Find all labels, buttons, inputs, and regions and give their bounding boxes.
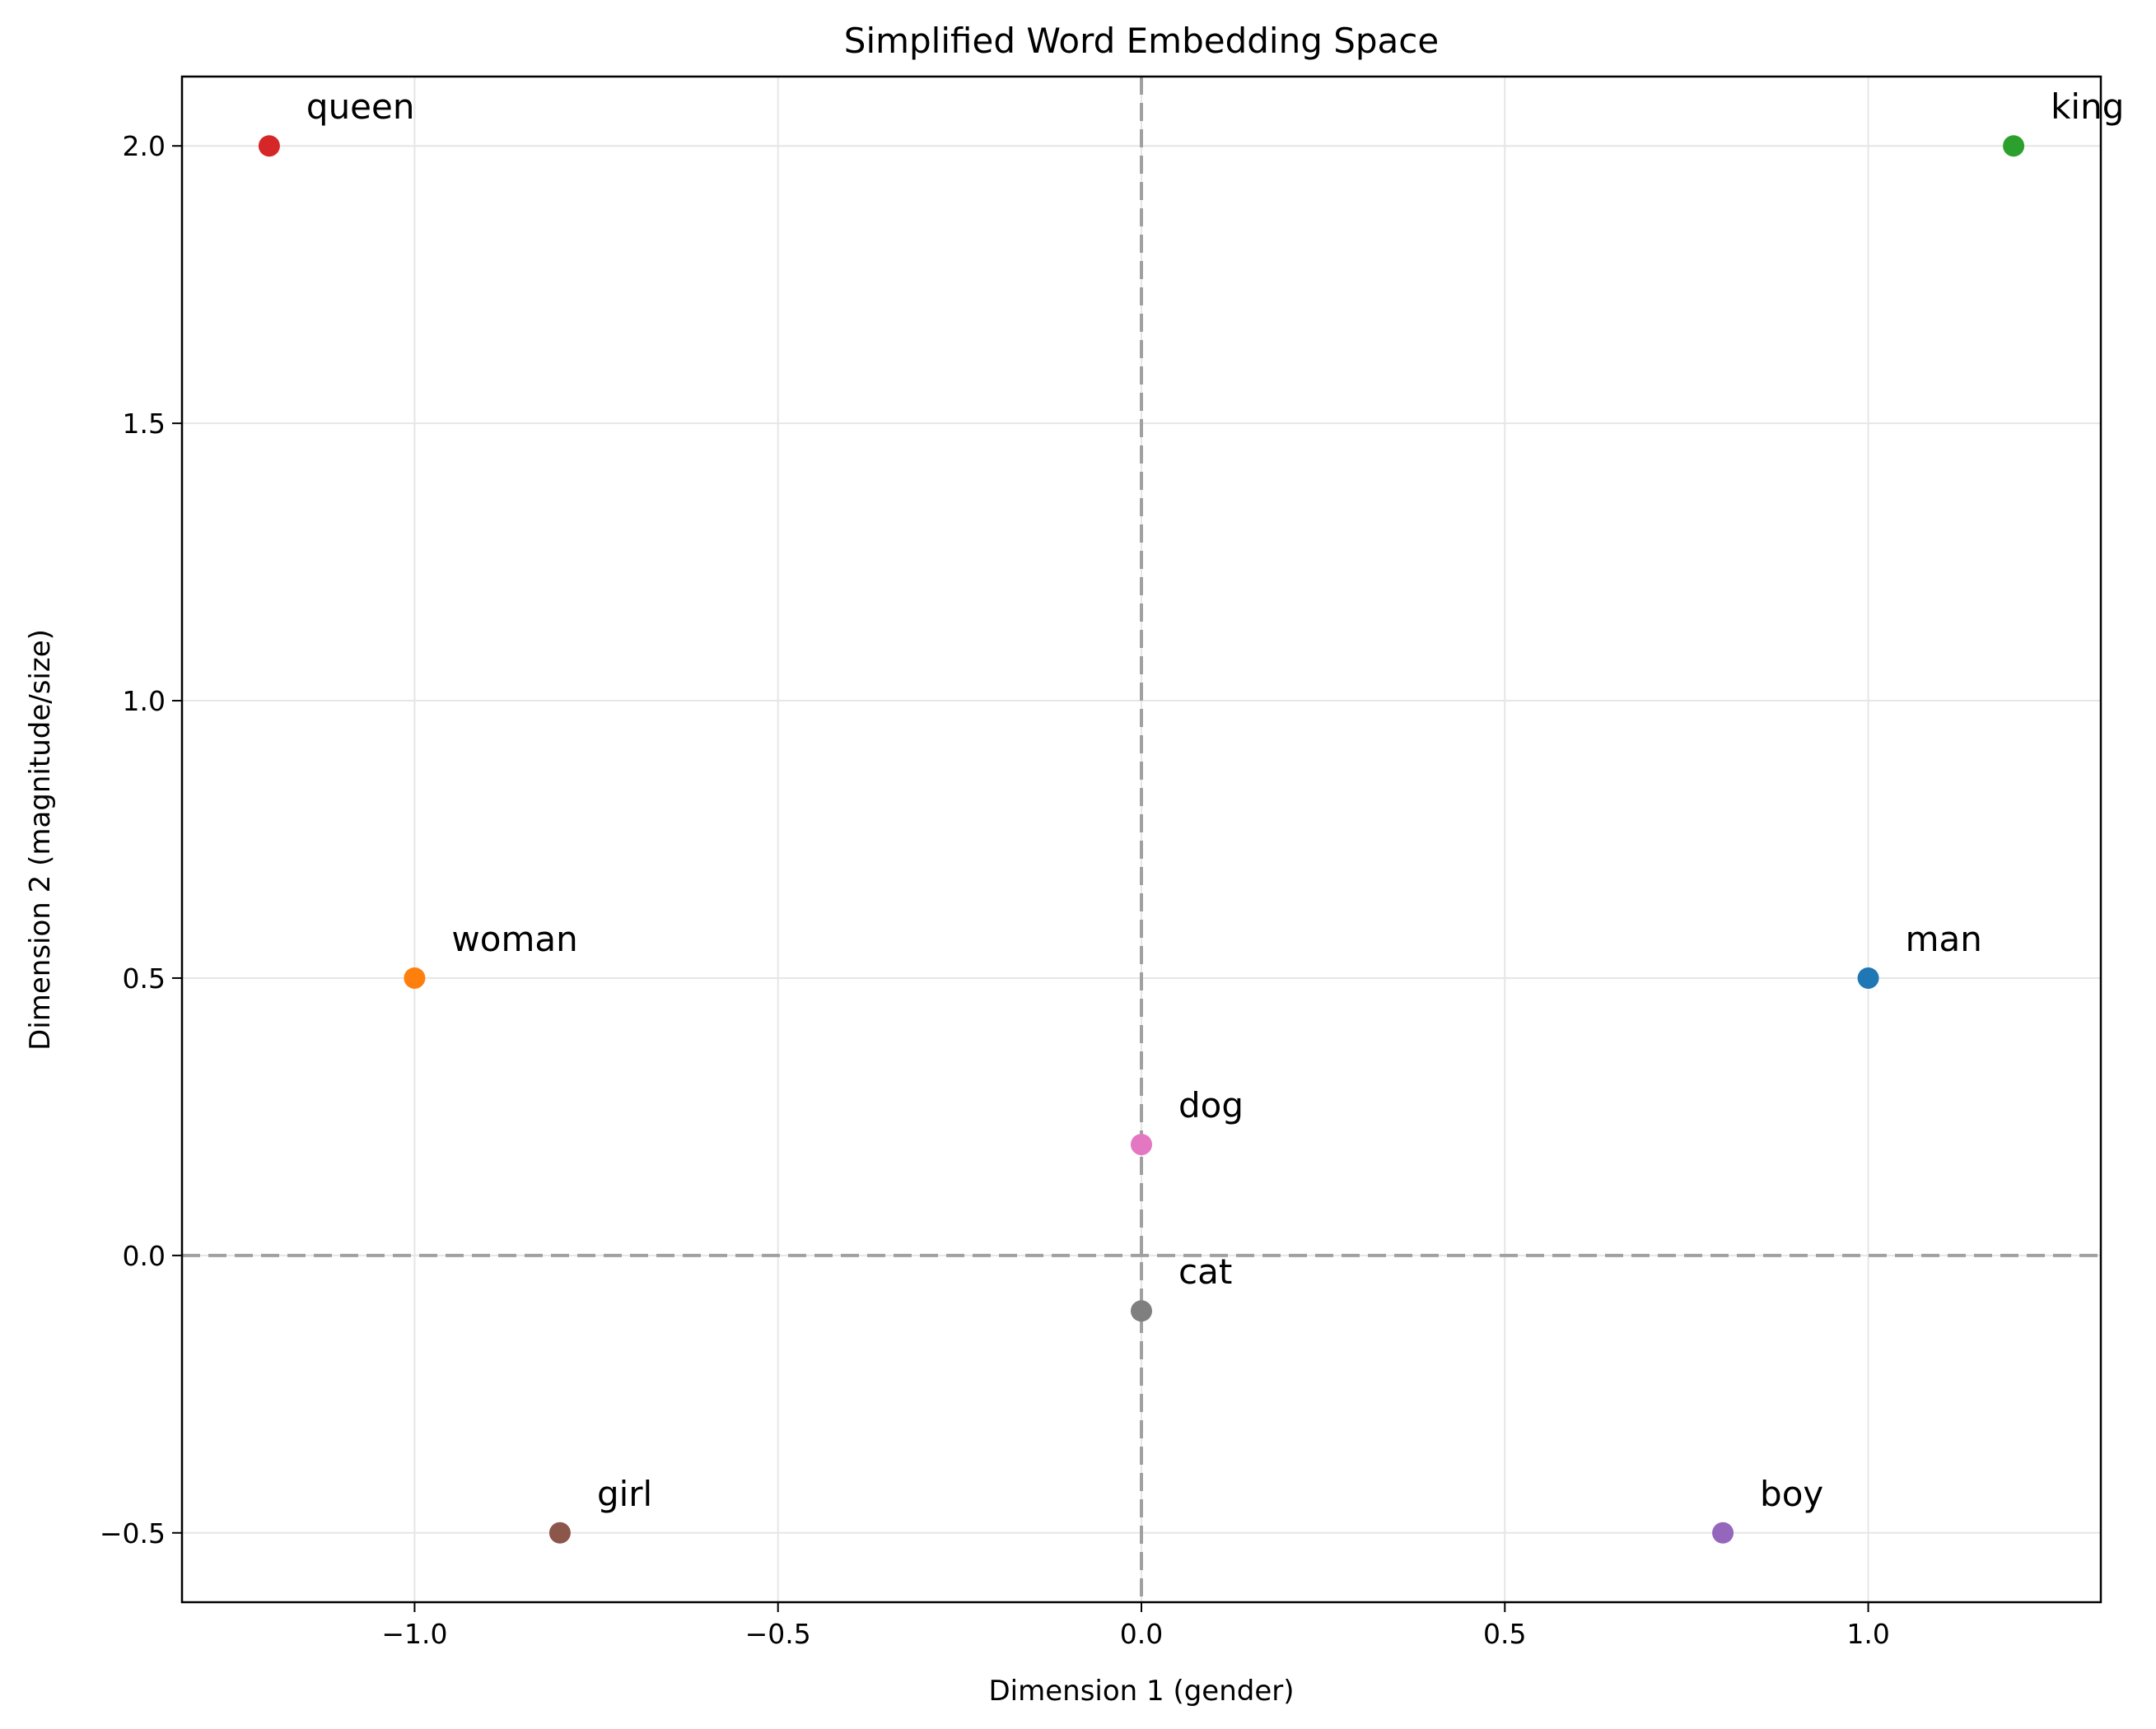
x-tick-label: 1.0: [1846, 1618, 1889, 1650]
x-tick-label: 0.0: [1120, 1618, 1163, 1650]
point-label-king: king: [2051, 86, 2124, 127]
y-tick-label: 1.5: [123, 408, 166, 440]
point-label-dog: dog: [1178, 1085, 1244, 1125]
point-label-girl: girl: [597, 1474, 652, 1514]
point-man: [1857, 967, 1879, 989]
x-axis-ticks: −1.0 −0.5 0.0 0.5 1.0: [381, 1602, 1890, 1650]
data-points: [258, 135, 2025, 1544]
x-tick-label: −1.0: [381, 1618, 447, 1650]
point-queen: [258, 135, 280, 157]
point-label-cat: cat: [1178, 1251, 1232, 1292]
point-label-woman: woman: [451, 919, 577, 959]
x-tick-label: −0.5: [745, 1618, 811, 1650]
y-axis-ticks: −0.5 0.0 0.5 1.0 1.5 2.0: [100, 130, 182, 1550]
x-axis-label: Dimension 1 (gender): [988, 1675, 1294, 1708]
y-tick-label: 2.0: [123, 130, 166, 162]
point-woman: [404, 967, 426, 989]
y-tick-label: −0.5: [100, 1517, 166, 1550]
point-label-queen: queen: [306, 86, 415, 127]
y-tick-label: 1.0: [123, 685, 166, 717]
chart-title: Simplified Word Embedding Space: [844, 21, 1439, 61]
zero-reference-lines: [182, 77, 2101, 1602]
point-cat: [1131, 1300, 1152, 1322]
point-boy: [1712, 1522, 1734, 1544]
y-axis-label: Dimension 2 (magnitude/size): [24, 629, 57, 1051]
point-girl: [548, 1522, 571, 1544]
point-label-boy: boy: [1760, 1474, 1823, 1514]
y-tick-label: 0.5: [123, 962, 166, 995]
point-dog: [1131, 1134, 1152, 1156]
point-label-man: man: [1906, 919, 1982, 959]
y-tick-label: 0.0: [123, 1240, 166, 1272]
x-tick-label: 0.5: [1483, 1618, 1526, 1650]
point-king: [2003, 135, 2025, 157]
point-labels: man woman king queen boy girl dog cat: [306, 86, 2124, 1514]
